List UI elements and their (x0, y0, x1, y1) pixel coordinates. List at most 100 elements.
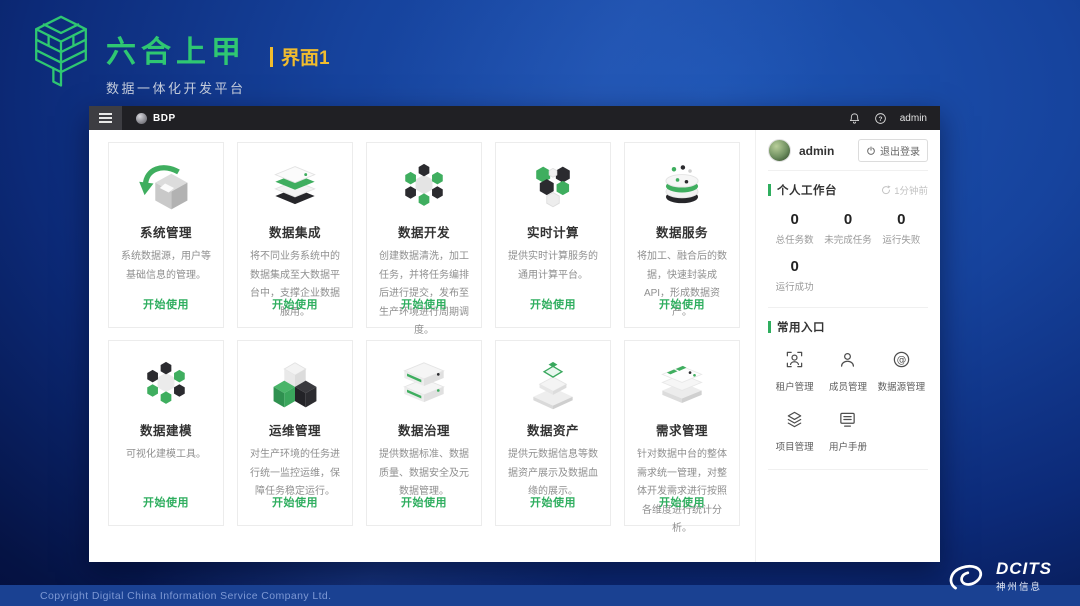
server-stack-icon (367, 359, 481, 413)
start-using-link[interactable]: 开始使用 (401, 497, 447, 509)
card-title: 数据建模 (139, 424, 192, 438)
workspace-section-header: 个人工作台 1分钟前 (768, 182, 928, 198)
start-using-link[interactable]: 开始使用 (272, 299, 318, 311)
footer-bar: Copyright Digital China Information Serv… (0, 585, 1080, 606)
card-title: 数据集成 (268, 226, 321, 240)
card-data-integration[interactable]: 数据集成 将不同业务系统中的数据集成至大数据平台中，支撑企业数据服用。 开始使用 (237, 142, 353, 328)
card-data-development[interactable]: 数据开发 创建数据清洗，加工任务，并将任务编排后进行提交，发布至生产环境进行周期… (366, 142, 482, 336)
help-icon[interactable]: ? (874, 112, 887, 125)
at-sign-icon: @ (893, 351, 910, 368)
tenant-scan-icon (786, 351, 803, 368)
start-using-link[interactable]: 开始使用 (530, 299, 576, 311)
card-desc: 系统数据源，用户等基础信息的管理。 (121, 251, 211, 281)
card-desc: 提供数据标准、数据质量、数据安全及元数据管理。 (379, 449, 469, 497)
refresh-time: 1分钟前 (894, 186, 928, 197)
brand-cube-logo-icon (35, 15, 87, 87)
copyright-text: Copyright Digital China Information Serv… (40, 589, 332, 602)
card-desc: 将加工、融合后的数据，快速封装成API，形成数据资产。 (637, 251, 727, 318)
start-using-link[interactable]: 开始使用 (272, 497, 318, 509)
avatar[interactable] (768, 139, 791, 162)
card-title: 系统管理 (139, 226, 192, 240)
dcits-name: DCITS (996, 559, 1052, 578)
card-realtime-computing[interactable]: 实时计算 提供实时计算服务的通用计算平台。 开始使用 (495, 142, 611, 328)
app-name: BDP (153, 112, 176, 124)
card-desc: 将不同业务系统中的数据集成至大数据平台中，支撑企业数据服用。 (250, 251, 340, 318)
shortcut-project-management[interactable]: 项目管理 (768, 410, 821, 453)
brand-title: 六合上甲 (106, 36, 246, 69)
divider (768, 307, 928, 308)
card-title: 运维管理 (268, 424, 321, 438)
start-using-link[interactable]: 开始使用 (659, 299, 705, 311)
layered-stack-icon (238, 161, 352, 215)
database-cylinder-icon (625, 161, 739, 215)
card-requirements-management[interactable]: 需求管理 针对数据中台的整体需求统一管理，对整体开发需求进行按照各维度进行统计分… (624, 340, 740, 534)
modules-area: 系统管理 系统数据源，用户等基础信息的管理。 开始使用 (89, 130, 755, 562)
card-desc: 可视化建模工具。 (126, 449, 206, 460)
start-using-link[interactable]: 开始使用 (530, 497, 576, 509)
divider (768, 469, 928, 470)
section-accent-bar (768, 321, 771, 333)
card-desc: 对生产环境的任务进行统一监控运维，保障任务稳定运行。 (250, 449, 340, 497)
stat-unfinished-tasks: 0 未完成任务 (824, 211, 872, 246)
card-operations-management[interactable]: 运维管理 对生产环境的任务进行统一监控运维，保障任务稳定运行。 开始使用 (237, 340, 353, 526)
window-topbar: BDP ? admin (89, 106, 940, 130)
hamburger-menu-button[interactable] (89, 106, 122, 130)
shortcut-tenant-management[interactable]: 租户管理 (768, 350, 821, 393)
stat-total-tasks: 0 总任务数 (775, 211, 814, 246)
cube-refresh-icon (109, 161, 223, 215)
start-using-link[interactable]: 开始使用 (143, 497, 189, 509)
user-panel: admin 退出登录 个人工作台 1分钟前 (755, 130, 940, 562)
section-accent-bar (768, 184, 771, 196)
card-data-governance[interactable]: 数据治理 提供数据标准、数据质量、数据安全及元数据管理。 开始使用 (366, 340, 482, 526)
shortcuts-grid: 租户管理 成员管理 @ 数据源管理 (768, 350, 928, 453)
page-tag: 界面1 (270, 43, 330, 70)
brand-text: 六合上甲 数据一体化开发平台 (106, 27, 246, 97)
card-desc: 提供元数据信息等数据资产展示及数据血缘的展示。 (508, 449, 598, 497)
logout-button[interactable]: 退出登录 (858, 139, 928, 162)
card-system-management[interactable]: 系统管理 系统数据源，用户等基础信息的管理。 开始使用 (108, 142, 224, 328)
app-window: BDP ? admin (89, 106, 940, 562)
stat-run-success: 0 运行成功 (775, 258, 814, 293)
panel-username: admin (799, 143, 835, 158)
bell-icon[interactable] (848, 112, 861, 125)
hexagon-network-icon (109, 359, 223, 413)
shortcuts-section-header: 常用入口 (768, 319, 928, 335)
card-desc: 创建数据清洗，加工任务，并将任务编排后进行提交，发布至生产环境进行周期调度。 (379, 251, 469, 336)
swirl-logo-icon (949, 564, 983, 589)
workspace-title: 个人工作台 (777, 185, 837, 197)
manual-icon (840, 412, 856, 427)
logout-label: 退出登录 (880, 147, 920, 158)
card-title: 数据开发 (397, 226, 450, 240)
tag-bar (270, 46, 273, 67)
card-desc: 提供实时计算服务的通用计算平台。 (508, 251, 598, 281)
brand-subtitle: 数据一体化开发平台 (106, 81, 246, 96)
brand-header: 六合上甲 数据一体化开发平台 界面1 (30, 13, 330, 97)
power-icon (867, 146, 875, 155)
topbar-username[interactable]: admin (899, 112, 927, 124)
card-data-assets[interactable]: 数据资产 提供元数据信息等数据资产展示及数据血缘的展示。 开始使用 (495, 340, 611, 526)
document-stack-icon (625, 359, 739, 413)
card-title: 实时计算 (526, 226, 579, 240)
dcits-logo: DCITS 神州信息 (944, 560, 1052, 593)
svg-text:?: ? (878, 115, 882, 122)
dcits-subname: 神州信息 (996, 582, 1043, 593)
svg-text:@: @ (897, 355, 907, 366)
shortcut-datasource-management[interactable]: @ 数据源管理 (875, 350, 928, 393)
refresh-control[interactable]: 1分钟前 (881, 183, 928, 197)
workspace-stats: 0 总任务数 0 未完成任务 0 运行失败 0 运行成功 (768, 211, 928, 293)
cube-cluster-icon (496, 161, 610, 215)
card-title: 数据治理 (397, 424, 450, 438)
start-using-link[interactable]: 开始使用 (401, 299, 447, 311)
bdp-sphere-icon (136, 112, 147, 124)
card-title: 数据服务 (655, 226, 708, 240)
layers-icon (787, 411, 802, 428)
tag-text: 界面1 (281, 48, 330, 69)
card-data-modeling[interactable]: 数据建模 可视化建模工具。 开始使用 (108, 340, 224, 526)
start-using-link[interactable]: 开始使用 (659, 497, 705, 509)
shortcut-user-manual[interactable]: 用户手册 (821, 410, 874, 453)
shortcuts-title: 常用入口 (777, 322, 825, 334)
shortcut-member-management[interactable]: 成员管理 (821, 350, 874, 393)
card-data-service[interactable]: 数据服务 将加工、融合后的数据，快速封装成API，形成数据资产。 开始使用 (624, 142, 740, 328)
app-logo: BDP (136, 112, 176, 124)
start-using-link[interactable]: 开始使用 (143, 299, 189, 311)
